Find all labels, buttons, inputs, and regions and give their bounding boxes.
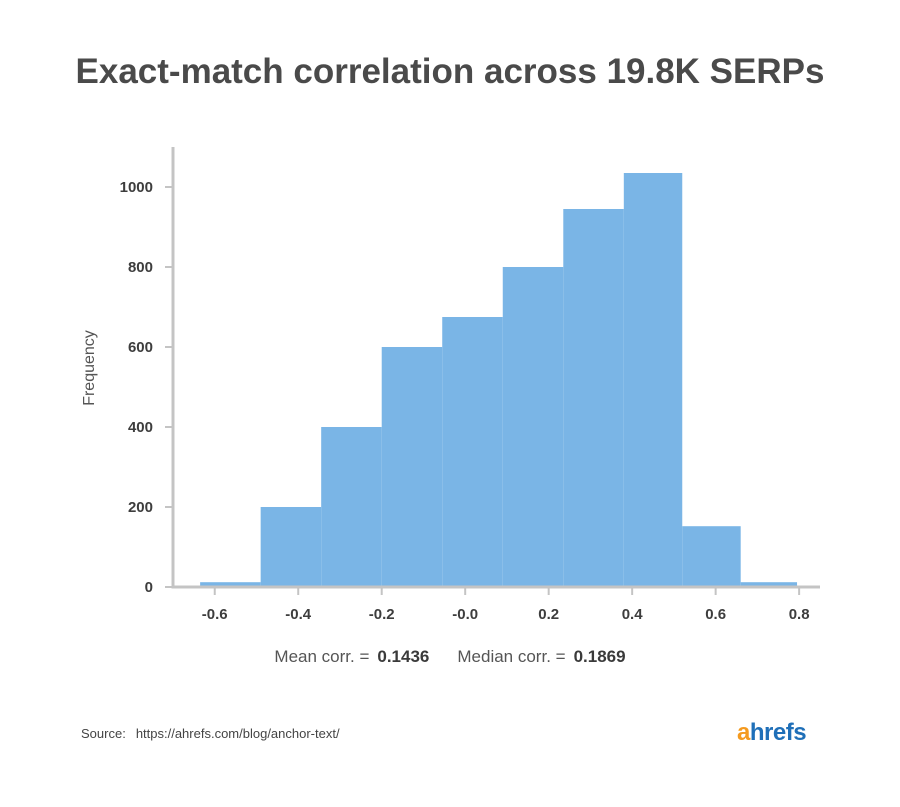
y-tick-label-1: 200 bbox=[128, 499, 153, 516]
x-tick-label-0: -0.6 bbox=[202, 606, 228, 623]
y-tick-label-0: 0 bbox=[145, 579, 153, 596]
ahrefs-logo: ahrefs bbox=[737, 719, 807, 747]
histogram-bar-7 bbox=[623, 173, 683, 587]
x-tick-label-3: -0.0 bbox=[452, 606, 478, 623]
y-tick-label-2: 400 bbox=[128, 419, 153, 436]
x-tick-label-2: -0.2 bbox=[369, 606, 395, 623]
x-tick-label-4: 0.2 bbox=[538, 606, 559, 623]
x-tick-label-5: 0.4 bbox=[622, 606, 644, 623]
x-tick-label-1: -0.4 bbox=[285, 606, 312, 623]
mean-label: Mean corr. = bbox=[274, 647, 370, 666]
histogram-bar-1 bbox=[260, 507, 322, 587]
bars-layer bbox=[200, 173, 798, 587]
source-label: Source: bbox=[81, 726, 126, 741]
histogram-bar-4 bbox=[442, 317, 503, 587]
y-tick-label-4: 800 bbox=[128, 259, 153, 276]
y-axis-label: Frequency bbox=[81, 330, 98, 406]
logo-rest: hrefs bbox=[749, 719, 807, 746]
histogram-bar-3 bbox=[381, 347, 443, 587]
histogram-bar-6 bbox=[563, 209, 624, 587]
x-tick-label-7: 0.8 bbox=[789, 606, 810, 623]
labels-layer: 0 200 400 600 800 1000 -0.6 -0.4 -0.2 -0.0 0.2 0.4 0… bbox=[120, 179, 810, 623]
x-tick-label-6: 0.6 bbox=[705, 606, 726, 623]
y-tick-label-5: 1000 bbox=[120, 179, 153, 196]
histogram-bar-2 bbox=[321, 427, 382, 587]
stats-line: Mean corr. = 0.1436 Median corr. = 0.1869 bbox=[0, 647, 900, 667]
histogram-bar-0 bbox=[200, 582, 261, 587]
y-tick-label-3: 600 bbox=[128, 339, 153, 356]
axes-layer bbox=[165, 147, 820, 595]
median-label: Median corr. = bbox=[457, 647, 566, 666]
mean-value: 0.1436 bbox=[377, 647, 430, 666]
source-line: Source: https://ahrefs.com/blog/anchor-te… bbox=[81, 726, 340, 741]
histogram-bar-5 bbox=[502, 267, 564, 587]
median-value: 0.1869 bbox=[573, 647, 626, 666]
histogram-bar-9 bbox=[740, 582, 798, 587]
histogram-chart: 0 200 400 600 800 1000 -0.6 -0.4 -0.2 -0.0 0.2 0.4 0… bbox=[81, 147, 820, 623]
source-url[interactable]: https://ahrefs.com/blog/anchor-text/ bbox=[135, 726, 340, 741]
logo-first-letter: a bbox=[737, 719, 750, 746]
chart-title: Exact-match correlation across 19.8K SER… bbox=[75, 52, 825, 91]
histogram-bar-8 bbox=[682, 526, 741, 587]
